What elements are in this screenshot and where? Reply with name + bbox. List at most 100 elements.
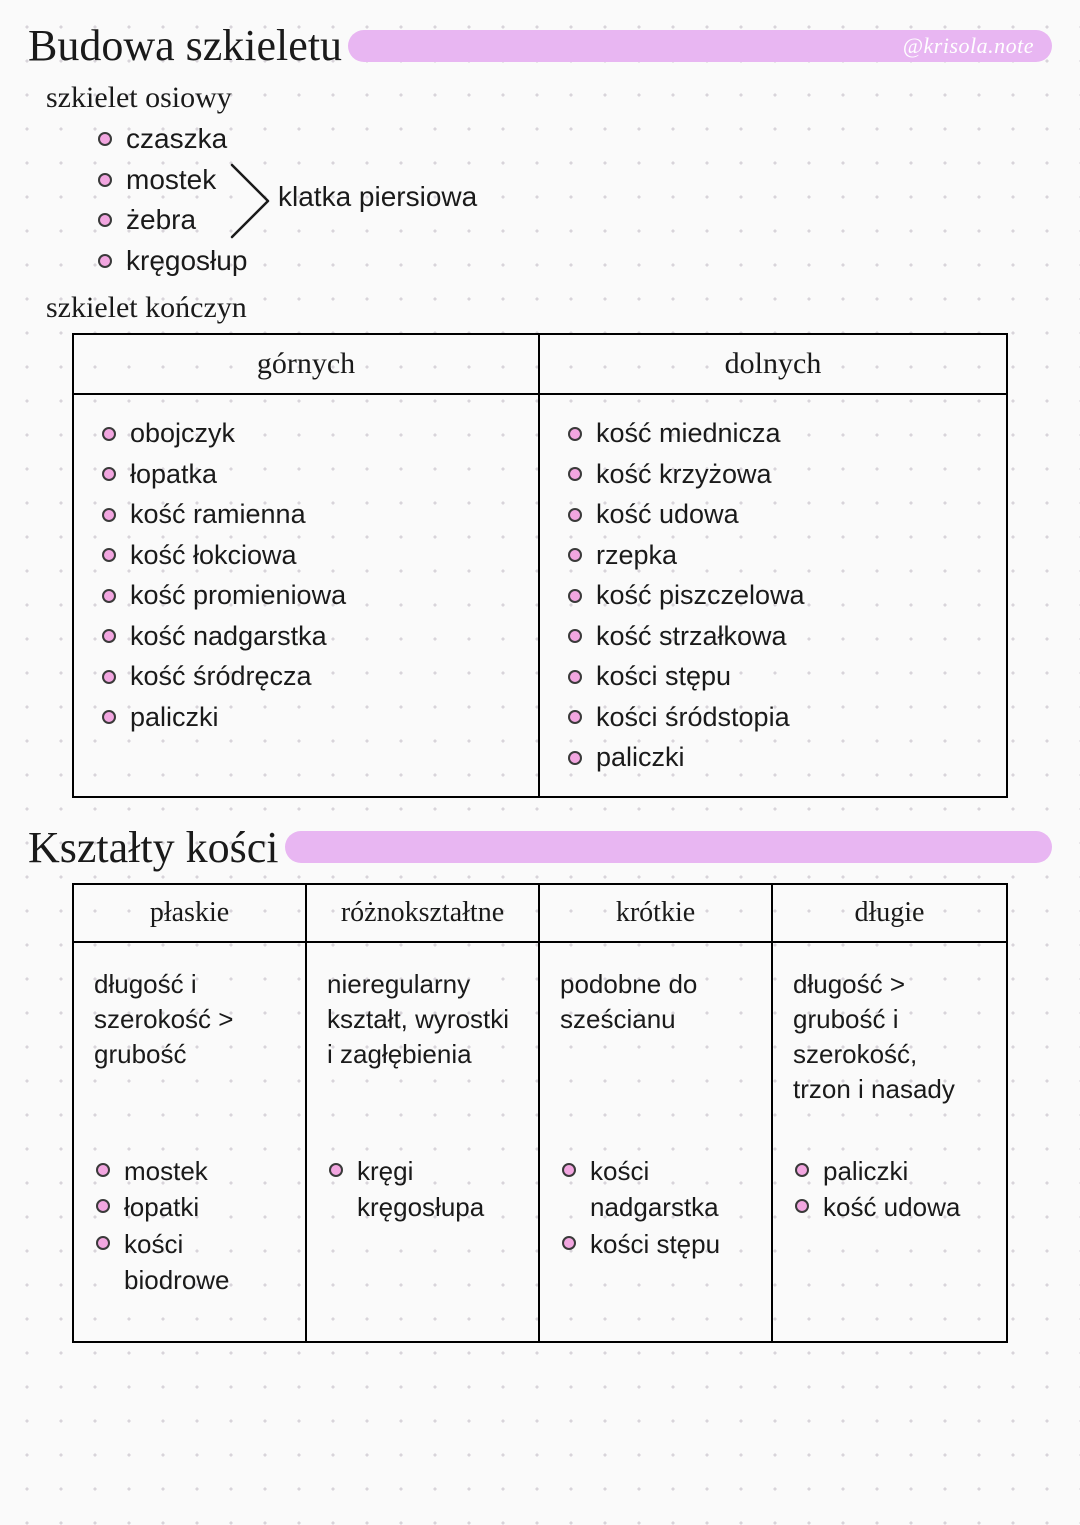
bullet-icon [96, 1199, 110, 1213]
shape-examples-list: kręgi kręgosłupa [325, 1153, 520, 1323]
bullet-icon [795, 1163, 809, 1177]
limbs-heading: szkielet kończyn [46, 291, 1052, 325]
bullet-icon [795, 1199, 809, 1213]
bullet-icon [568, 629, 582, 643]
shapes-table: płaskieróżnokształtnekrótkiedługie długo… [72, 883, 1008, 1343]
list-item: kość nadgarstka [102, 616, 520, 657]
bullet-icon [562, 1236, 576, 1250]
list-item-label: kości śródstopia [596, 697, 790, 738]
bullet-icon [102, 427, 116, 441]
list-item-label: mostek [124, 1153, 287, 1189]
shape-examples-list: mostekłopatkikości biodrowe [92, 1153, 287, 1323]
brace-label: klatka piersiowa [278, 181, 477, 213]
shapes-col-header: płaskie [74, 885, 307, 943]
limbs-table: górnych dolnych obojczykłopatkakość rami… [72, 333, 1008, 798]
shapes-col-cell: długość > grubość i szerokość, trzon i n… [773, 943, 1006, 1341]
lower-limb-cell: kość miedniczakość krzyżowakość udowarze… [540, 395, 1006, 796]
bullet-icon [329, 1163, 343, 1177]
upper-limb-list: obojczykłopatkakość ramiennakość łokciow… [102, 413, 520, 737]
section2-title-row: Kształty kości [28, 822, 1052, 873]
highlight-bar-2 [285, 831, 1052, 863]
shapes-col-cell: podobne do sześcianukości nadgarstkakośc… [540, 943, 773, 1341]
col-header-upper: górnych [74, 335, 540, 395]
list-item: łopatki [96, 1189, 287, 1225]
section1-title-row: Budowa szkieletu @krisola.note [28, 20, 1052, 71]
list-item: czaszka [98, 119, 1052, 160]
list-item: paliczki [568, 737, 988, 778]
list-item-label: kości biodrowe [124, 1226, 287, 1299]
list-item: kręgosłup [98, 241, 1052, 282]
bullet-icon [98, 173, 112, 187]
table-header-row: górnych dolnych [74, 335, 1006, 395]
list-item-label: czaszka [126, 119, 227, 160]
shapes-col-header: różnokształtne [307, 885, 540, 943]
list-item: paliczki [102, 697, 520, 738]
list-item-label: paliczki [823, 1153, 988, 1189]
list-item-label: łopatka [130, 454, 217, 495]
list-item-label: kość strzałkowa [596, 616, 787, 657]
bullet-icon [98, 213, 112, 227]
shapes-body-row: długość i szerokość > grubośćmostekłopat… [74, 943, 1006, 1341]
list-item: kości śródstopia [568, 697, 988, 738]
list-item: kość łokciowa [102, 535, 520, 576]
bullet-icon [568, 467, 582, 481]
list-item: kość miednicza [568, 413, 988, 454]
shape-description: nieregularny kształt, wyrostki i zagłębi… [325, 953, 520, 1153]
list-item-label: obojczyk [130, 413, 235, 454]
list-item: kość krzyżowa [568, 454, 988, 495]
list-item: obojczyk [102, 413, 520, 454]
list-item: kręgi kręgosłupa [329, 1153, 520, 1226]
bullet-icon [568, 548, 582, 562]
list-item: kości stępu [562, 1226, 753, 1262]
shape-description: długość > grubość i szerokość, trzon i n… [791, 953, 988, 1153]
bullet-icon [568, 589, 582, 603]
bullet-icon [102, 710, 116, 724]
bullet-icon [568, 427, 582, 441]
list-item: kość promieniowa [102, 575, 520, 616]
list-item: kości nadgarstka [562, 1153, 753, 1226]
list-item-label: kość udowa [596, 494, 739, 535]
list-item: mostek [96, 1153, 287, 1189]
shapes-col-cell: długość i szerokość > grubośćmostekłopat… [74, 943, 307, 1341]
bullet-icon [102, 467, 116, 481]
list-item: kość strzałkowa [568, 616, 988, 657]
list-item-label: kość łokciowa [130, 535, 297, 576]
list-item-label: kość nadgarstka [130, 616, 327, 657]
list-item: kość ramienna [102, 494, 520, 535]
bullet-icon [96, 1163, 110, 1177]
list-item-label: paliczki [130, 697, 219, 738]
shape-description: długość i szerokość > grubość [92, 953, 287, 1153]
list-item-label: kość krzyżowa [596, 454, 772, 495]
upper-limb-cell: obojczykłopatkakość ramiennakość łokciow… [74, 395, 540, 796]
table-body-row: obojczykłopatkakość ramiennakość łokciow… [74, 395, 1006, 796]
bullet-icon [98, 254, 112, 268]
bullet-icon [568, 670, 582, 684]
list-item-label: rzepka [596, 535, 677, 576]
list-item-label: kości stępu [590, 1226, 753, 1262]
bullet-icon [96, 1236, 110, 1250]
list-item-label: kość ramienna [130, 494, 306, 535]
col-header-lower: dolnych [540, 335, 1006, 395]
list-item-label: kości stępu [596, 656, 731, 697]
shapes-header-row: płaskieróżnokształtnekrótkiedługie [74, 885, 1006, 943]
list-item-label: kręgi kręgosłupa [357, 1153, 520, 1226]
list-item-label: kość promieniowa [130, 575, 346, 616]
section2-title: Kształty kości [28, 822, 279, 873]
list-item-label: mostek [126, 160, 216, 201]
bullet-icon [562, 1163, 576, 1177]
shape-examples-list: kości nadgarstkakości stępu [558, 1153, 753, 1323]
list-item: paliczki [795, 1153, 988, 1189]
list-item: kości stępu [568, 656, 988, 697]
axial-heading: szkielet osiowy [46, 81, 1052, 115]
axial-list-wrap: czaszka mostek żebra kręgosłup klatka pi… [28, 119, 1052, 281]
bullet-icon [98, 132, 112, 146]
list-item-label: kość piszczelowa [596, 575, 805, 616]
bullet-icon [568, 751, 582, 765]
list-item: kości biodrowe [96, 1226, 287, 1299]
bullet-icon [102, 629, 116, 643]
list-item: kość udowa [795, 1189, 988, 1225]
bullet-icon [102, 589, 116, 603]
bullet-icon [102, 508, 116, 522]
lower-limb-list: kość miedniczakość krzyżowakość udowarze… [568, 413, 988, 778]
list-item-label: kość miednicza [596, 413, 781, 454]
